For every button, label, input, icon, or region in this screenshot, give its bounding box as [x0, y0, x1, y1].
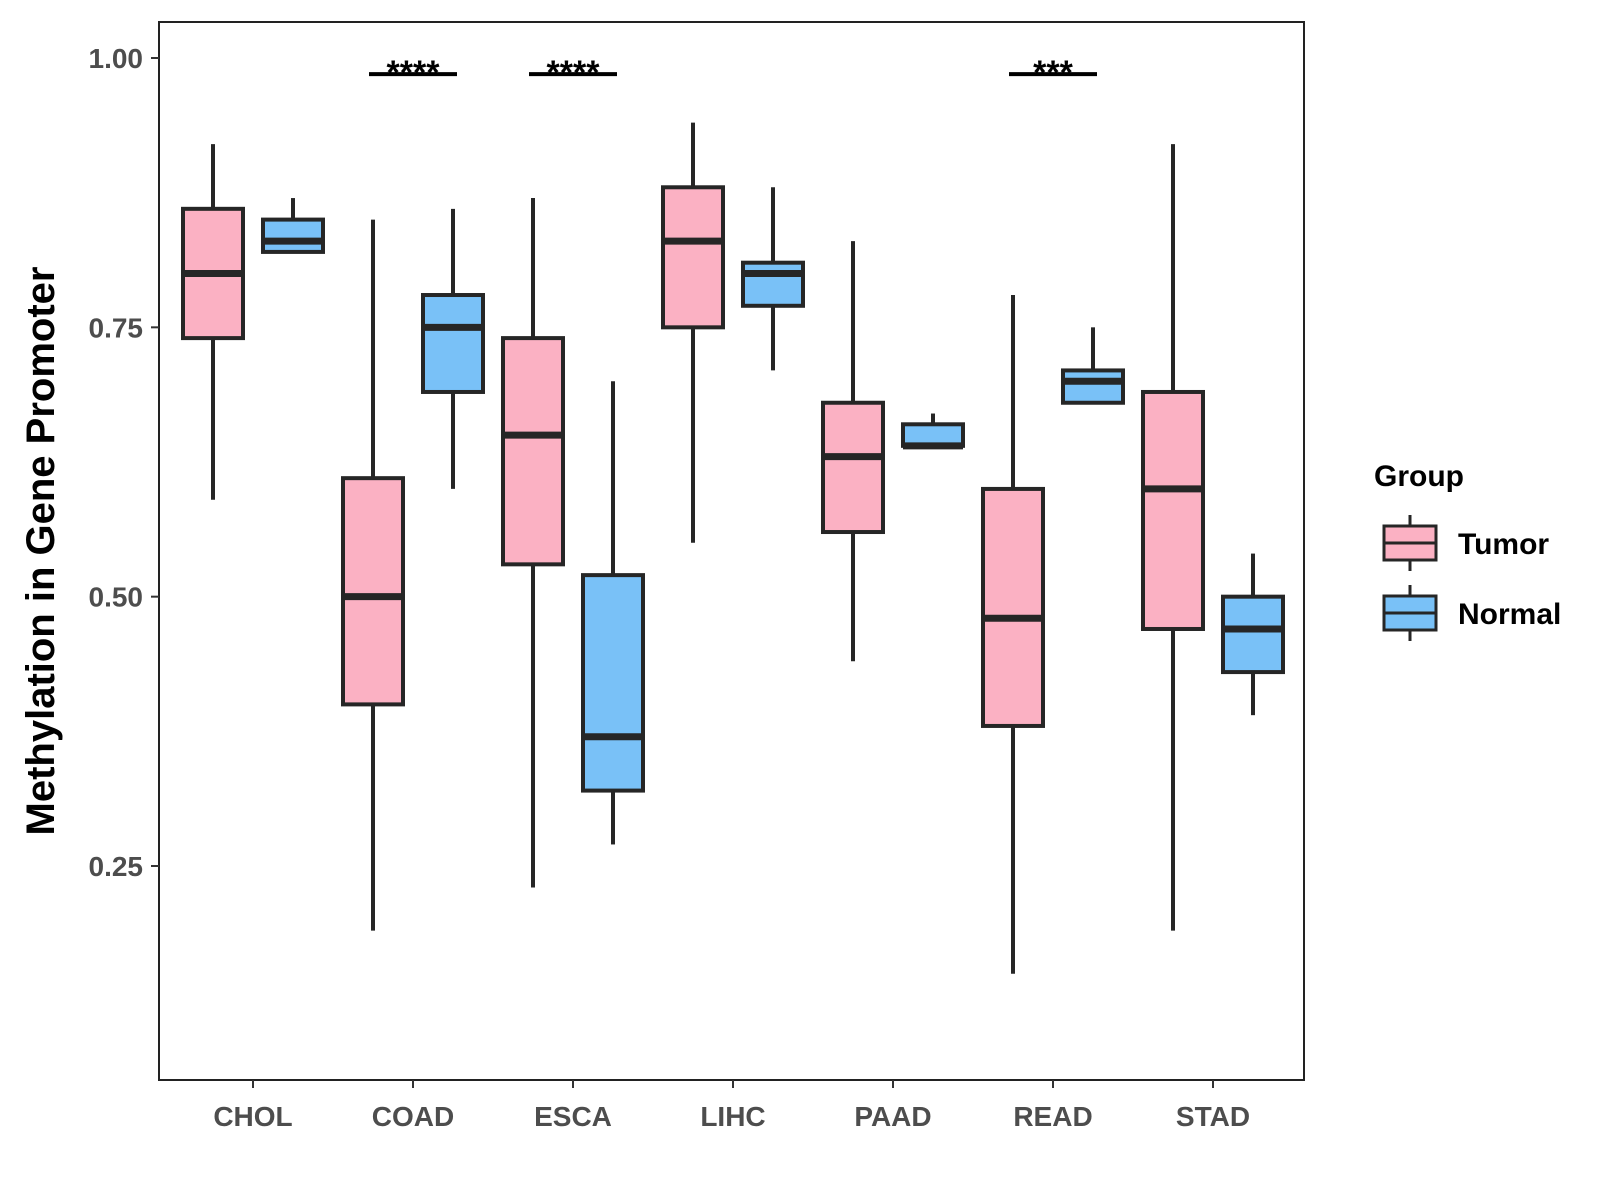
box-tumor-esca — [501, 198, 565, 888]
box-normal-lihc — [741, 187, 805, 371]
box-body — [421, 293, 485, 394]
legend-label: Normal — [1458, 598, 1561, 631]
legend-title: Group — [1374, 460, 1464, 493]
y-tick-label: 0.50 — [89, 582, 144, 613]
box-body — [741, 260, 805, 308]
box-tumor-stad — [1141, 144, 1205, 931]
legend-item-tumor: Tumor — [1382, 515, 1549, 571]
significance-label: **** — [387, 54, 441, 92]
box-tumor-paad — [821, 241, 885, 662]
box-body — [661, 185, 725, 330]
significance-label: **** — [547, 54, 601, 92]
y-tick-label: 0.25 — [89, 851, 144, 882]
box-body — [1141, 389, 1205, 631]
box-body — [821, 400, 885, 535]
box-series — [181, 122, 1285, 974]
box-normal-chol — [261, 198, 325, 254]
significance-annotations: **** **** *** — [369, 54, 1097, 92]
box-normal-paad — [901, 413, 965, 450]
x-tick-label: READ — [1013, 1101, 1092, 1132]
x-tick-label: STAD — [1176, 1101, 1250, 1132]
box-tumor-coad — [341, 219, 405, 931]
box-body — [581, 573, 645, 793]
legend: Group Tumor Normal — [1374, 460, 1561, 641]
box-normal-coad — [421, 208, 485, 489]
x-tick-label: LIHC — [700, 1101, 765, 1132]
x-tick-label: CHOL — [213, 1101, 292, 1132]
box-tumor-lihc — [661, 122, 725, 543]
y-axis: 0.25 0.50 0.75 1.00 — [89, 43, 159, 882]
x-tick-label: ESCA — [534, 1101, 612, 1132]
box-body — [261, 217, 325, 254]
y-axis-title: Methylation in Gene Promoter — [19, 267, 63, 836]
box-body — [981, 486, 1045, 728]
x-axis: CHOL COAD ESCA LIHC PAAD READ STAD — [213, 1080, 1250, 1132]
box-body — [1061, 368, 1125, 405]
box-tumor-read — [981, 295, 1045, 974]
legend-item-normal: Normal — [1382, 585, 1561, 641]
box-normal-stad — [1221, 553, 1285, 716]
legend-label: Tumor — [1458, 528, 1549, 561]
y-tick-label: 1.00 — [89, 43, 144, 74]
box-body — [341, 476, 405, 707]
x-tick-label: COAD — [372, 1101, 454, 1132]
box-body — [501, 336, 565, 567]
x-tick-label: PAAD — [854, 1101, 931, 1132]
box-body — [1221, 594, 1285, 675]
significance-label: *** — [1033, 54, 1073, 92]
y-tick-label: 0.75 — [89, 312, 144, 343]
box-normal-read — [1061, 327, 1125, 405]
plot-panel — [158, 21, 1305, 1081]
box-tumor-chol — [181, 144, 245, 500]
box-normal-esca — [581, 381, 645, 845]
